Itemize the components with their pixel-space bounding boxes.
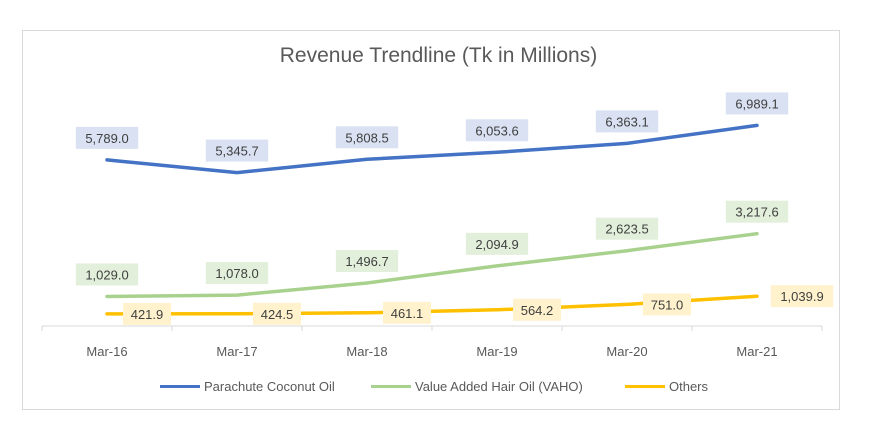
data-label-box	[513, 298, 561, 321]
data-label-box	[595, 110, 659, 133]
data-label: 461.1	[391, 306, 424, 321]
data-label: 1,029.0	[85, 267, 128, 282]
legend-label-parachute: Parachute Coconut Oil	[204, 378, 335, 394]
data-label: 1,496.7	[345, 254, 388, 269]
legend-swatch-others	[625, 384, 665, 388]
data-label-box	[595, 217, 659, 240]
x-tick-label: Mar-20	[606, 344, 647, 359]
legend-label-vaho: Value Added Hair Oil (VAHO)	[415, 378, 583, 394]
legend-swatch-parachute	[160, 384, 200, 388]
data-label: 1,039.9	[780, 289, 823, 304]
data-label-box	[725, 200, 789, 223]
legend-item-parachute: Parachute Coconut Oil	[160, 376, 335, 396]
legend-label-others: Others	[669, 378, 709, 394]
x-tick-label: Mar-16	[86, 344, 127, 359]
series-lines	[105, 123, 759, 316]
series-line-1	[105, 231, 759, 299]
data-label: 6,053.6	[475, 123, 518, 138]
data-label: 3,217.6	[735, 205, 778, 220]
data-labels: 5,789.0 5,345.7 5,808.5 6,053.6 6,363.1 6,989…	[75, 92, 834, 325]
data-label-box	[465, 232, 529, 255]
x-tick-label: Mar-18	[346, 344, 387, 359]
data-label: 421.9	[131, 307, 164, 322]
data-label: 2,094.9	[475, 237, 518, 252]
chart-legend: Parachute Coconut Oil Value Added Hair O…	[0, 376, 877, 396]
data-label-box	[335, 126, 399, 149]
x-tick-label: Mar-19	[476, 344, 517, 359]
data-label-box	[75, 126, 139, 149]
data-label: 6,989.1	[735, 96, 778, 111]
data-label: 751.0	[651, 297, 684, 312]
series-line-0	[105, 123, 759, 175]
chart-frame	[22, 30, 840, 410]
data-label-box	[253, 302, 301, 325]
data-label-box	[75, 263, 139, 286]
data-label-box	[205, 139, 269, 162]
x-tick-label: Mar-17	[216, 344, 257, 359]
data-label: 6,363.1	[605, 114, 648, 129]
data-label-box	[725, 92, 789, 115]
data-label-box	[205, 262, 269, 285]
data-label: 564.2	[521, 303, 554, 318]
data-label: 424.5	[261, 307, 294, 322]
data-label: 5,808.5	[345, 130, 388, 145]
legend-swatch-vaho	[371, 384, 411, 388]
data-label: 5,345.7	[215, 144, 258, 159]
data-label: 2,623.5	[605, 222, 648, 237]
x-tick-label: Mar-21	[736, 344, 777, 359]
data-label: 1,078.0	[215, 266, 258, 281]
legend-item-others: Others	[625, 376, 708, 396]
x-axis: Mar-16 Mar-17 Mar-18 Mar-19 Mar-20 Mar-21	[41, 325, 823, 359]
data-label: 5,789.0	[85, 131, 128, 146]
data-label-box	[383, 301, 431, 324]
chart-title: Revenue Trendline (Tk in Millions)	[279, 44, 598, 67]
data-label-box	[335, 250, 399, 273]
legend-item-vaho: Value Added Hair Oil (VAHO)	[371, 376, 583, 396]
data-label-box	[123, 302, 171, 325]
data-label-box	[770, 285, 834, 308]
data-label-box	[643, 293, 691, 316]
data-label-box	[465, 119, 529, 142]
